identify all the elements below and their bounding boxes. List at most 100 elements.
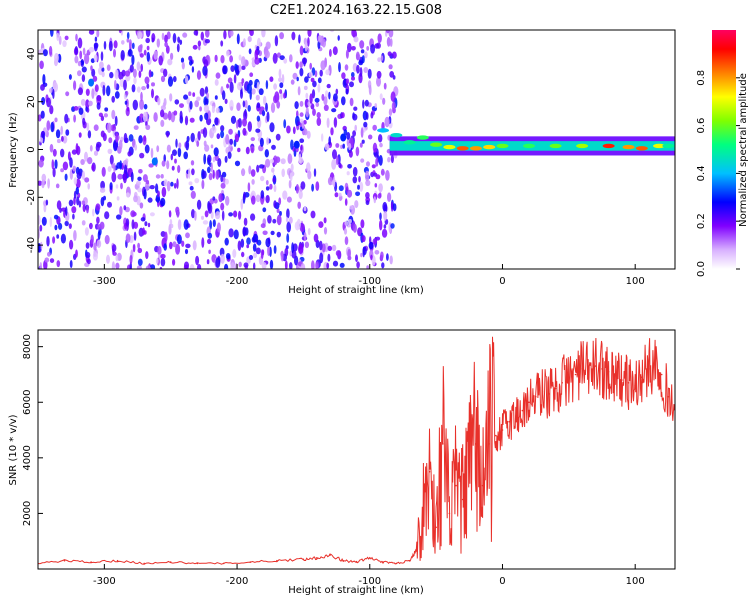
noise-blob (256, 115, 261, 122)
noise-blob (115, 184, 119, 189)
noise-blob (371, 255, 376, 266)
noise-blob (266, 137, 270, 146)
noise-blob (60, 233, 66, 244)
noise-blob (155, 183, 159, 194)
noise-blob (339, 262, 345, 268)
noise-blob (207, 166, 211, 173)
noise-blob (47, 251, 51, 257)
noise-blob (349, 97, 354, 107)
noise-blob (206, 92, 210, 99)
noise-blob (77, 37, 83, 49)
noise-blob (389, 38, 393, 47)
noise-blob (89, 145, 93, 152)
noise-blob (260, 190, 265, 199)
noise-blob (314, 70, 318, 78)
noise-blob (79, 50, 83, 60)
noise-blob (86, 122, 90, 131)
noise-blob (123, 164, 128, 174)
noise-blob (308, 71, 313, 78)
noise-blob (217, 158, 222, 167)
noise-blob (265, 186, 270, 191)
noise-blob (184, 248, 189, 255)
noise-blob (355, 51, 360, 61)
noise-blob (170, 52, 174, 61)
noise-blob (357, 184, 360, 190)
noise-blob (381, 262, 385, 269)
noise-blob (131, 42, 135, 49)
noise-blob (103, 195, 106, 201)
noise-blob (215, 169, 220, 180)
noise-blob (286, 196, 292, 203)
noise-blob (276, 214, 282, 226)
noise-blob (248, 165, 252, 175)
noise-blob (166, 160, 170, 170)
noise-blob (101, 71, 105, 78)
noise-blob (107, 148, 113, 154)
noise-blob (234, 63, 238, 71)
noise-blob (48, 45, 53, 56)
noise-blob (96, 102, 101, 110)
noise-blob (133, 77, 137, 85)
noise-blob (207, 154, 212, 163)
noise-blob (269, 183, 273, 190)
noise-blob (174, 158, 177, 164)
noise-blob (307, 228, 311, 236)
noise-blob (87, 130, 92, 139)
noise-blob (347, 164, 352, 169)
noise-blob (191, 209, 195, 219)
noise-blob (386, 253, 389, 261)
noise-blob (280, 250, 284, 262)
noise-blob (201, 237, 205, 248)
bright-feature (293, 140, 300, 149)
noise-blob (248, 255, 254, 260)
noise-blob (386, 36, 391, 47)
noise-blob (304, 76, 309, 83)
noise-blob (298, 190, 303, 200)
noise-blob (176, 210, 180, 218)
noise-blob (133, 221, 139, 229)
noise-blob (179, 39, 183, 45)
noise-blob (323, 217, 327, 224)
snr-data-point (541, 390, 544, 392)
noise-blob (256, 102, 261, 109)
noise-blob (291, 31, 296, 41)
noise-blob (315, 261, 319, 269)
snr-data-point (422, 512, 424, 515)
noise-blob (62, 135, 68, 144)
noise-blob (390, 201, 394, 212)
noise-blob (107, 166, 112, 172)
noise-blob (251, 195, 256, 205)
snr-data-point (607, 370, 610, 373)
noise-blob (99, 61, 104, 69)
noise-blob (184, 261, 189, 269)
noise-blob (111, 261, 115, 269)
noise-blob (214, 54, 218, 63)
noise-blob (153, 112, 158, 123)
snr-data-point (302, 558, 305, 561)
noise-blob (49, 143, 54, 153)
noise-blob (390, 223, 395, 229)
noise-blob (113, 48, 116, 58)
noise-blob (173, 182, 177, 189)
noise-blob (75, 249, 78, 258)
noise-blob (233, 74, 237, 84)
noise-blob (204, 98, 208, 106)
noise-blob (151, 88, 154, 99)
noise-blob (190, 132, 195, 143)
noise-blob (127, 106, 130, 112)
noise-blob (81, 200, 86, 205)
y-tick-label: -40 (26, 237, 37, 253)
noise-blob (156, 38, 160, 48)
noise-blob (326, 117, 330, 128)
noise-blob (160, 253, 166, 259)
noise-blob (170, 181, 174, 187)
noise-blob (49, 105, 54, 115)
noise-blob (44, 257, 50, 263)
noise-blob (320, 60, 326, 71)
noise-blob (114, 91, 120, 99)
noise-blob (132, 244, 136, 253)
noise-blob (374, 250, 380, 255)
noise-blob (185, 243, 191, 249)
noise-blob (190, 190, 196, 199)
noise-blob (234, 133, 240, 143)
